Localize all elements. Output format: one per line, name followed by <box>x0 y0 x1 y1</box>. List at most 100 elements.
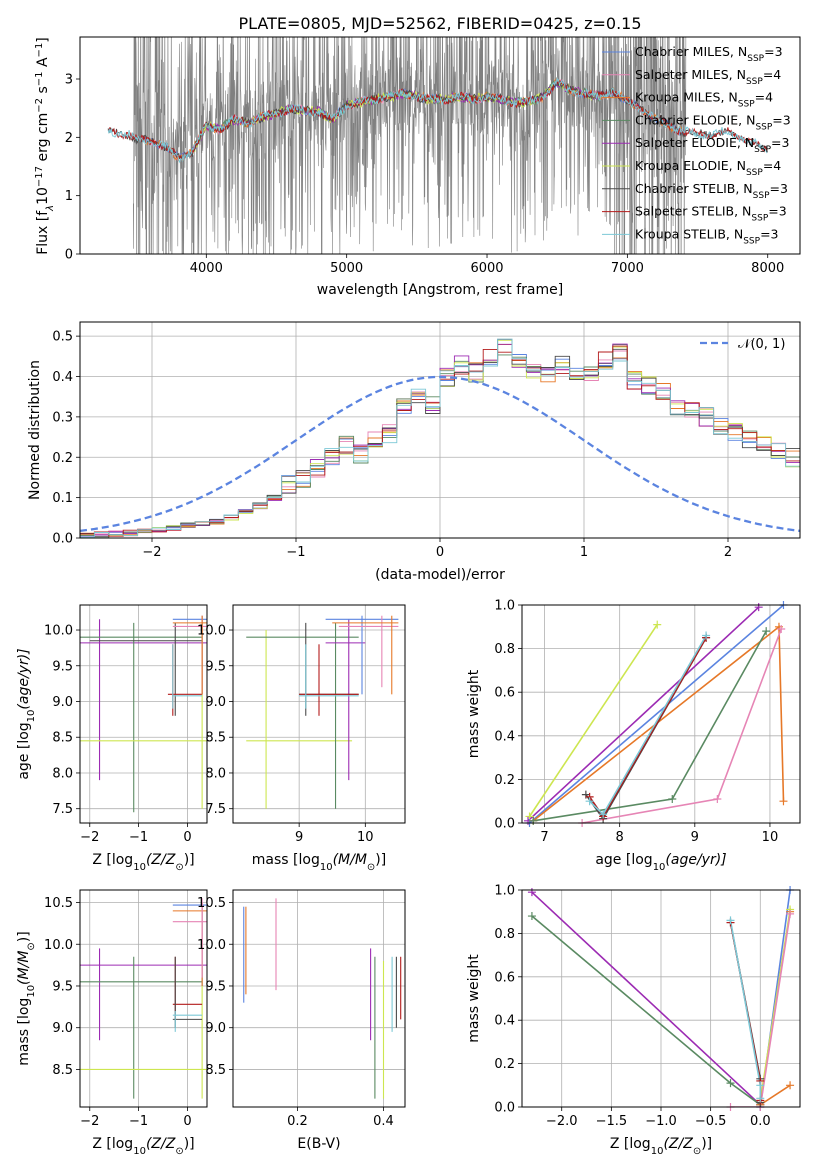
x-axis-label: Z [log10(Z/Z⊙)] <box>92 852 194 873</box>
y-tick-label: 0.6 <box>494 970 515 985</box>
plot-area <box>107 37 768 254</box>
histogram-salpeter_miles <box>80 339 800 537</box>
y-tick-label: 9.0 <box>205 1021 226 1036</box>
plot-area <box>80 338 800 538</box>
y-tick-label: 0.6 <box>494 686 515 701</box>
marker-kroupa_stelib <box>756 1081 765 1090</box>
y-axis-label: mass [log10(M/M⊙)] <box>16 931 37 1065</box>
x-tick-label: 0 <box>183 830 191 845</box>
marker-kroupa_miles <box>786 1081 795 1090</box>
x-tick-label: 10 <box>762 830 779 845</box>
panel-age_vs_Z: −2 −1 0 7.5 8.0 8.5 9.0 9.5 10.0 Z [log10(Z/Z⊙)] a… <box>16 604 208 873</box>
marker-kroupa_stelib <box>726 916 735 925</box>
panel-age_vs_mass: 9 10 7.5 8.0 8.5 9.0 9.5 10.0 mass [log10(M/M⊙)] <box>197 604 406 873</box>
legend-label: Chabrier MILES, NSSP=3 <box>635 44 783 64</box>
marker-kroupa_miles <box>779 797 788 806</box>
x-tick-label: −0.5 <box>695 1114 727 1129</box>
panel-massweight_vs_Z: −2.0 −1.5 −1.0 −0.5 0.0 0.0 0.2 0.4 0.6 0.8 1.0 Z [… <box>466 884 801 1157</box>
marker-salpeter_miles <box>786 909 795 918</box>
marker-chabrier_elodie <box>668 795 677 804</box>
y-tick-label: 8.5 <box>52 1063 73 1078</box>
y-tick-label: 0.4 <box>494 1014 515 1029</box>
y-tick-label: 9.0 <box>52 695 73 710</box>
x-tick-label: 0.4 <box>373 1114 394 1129</box>
y-axis-label: Normed distribution <box>27 360 43 500</box>
x-tick-label: 10 <box>357 830 374 845</box>
y-tick-label: 8.5 <box>205 1063 226 1078</box>
x-tick-label: 9 <box>691 830 699 845</box>
plot-area <box>80 615 207 813</box>
marker-kroupa_stelib <box>599 810 608 819</box>
spectrum-legend: Chabrier MILES, NSSP=3 Salpeter MILES, NS… <box>602 44 791 246</box>
gaussian-curve <box>80 375 800 533</box>
axes-frame <box>232 889 406 1108</box>
y-axis-label: mass weight <box>466 954 482 1043</box>
x-axis-label: age [log10(age/yr)] <box>595 852 726 873</box>
x-tick-label: −1 <box>286 545 305 560</box>
mass-weight-line-kroupa_stelib <box>729 920 762 1099</box>
axes-frame <box>521 604 801 824</box>
marker-kroupa_stelib <box>585 797 594 806</box>
plot-area <box>80 898 207 1099</box>
y-tick-label: 3 <box>65 73 73 88</box>
axes-frame <box>79 604 208 824</box>
y-tick-label: 0.2 <box>52 451 73 466</box>
panel-spectrum: 4000 5000 6000 7000 8000 0 1 2 3 wavelength [Angs… <box>34 36 801 298</box>
x-tick-label: 4000 <box>190 261 223 276</box>
model-spectrum-salpeter_stelib <box>107 80 768 161</box>
model-spectrum-kroupa_stelib <box>107 77 768 164</box>
x-axis-label: mass [log10(M/M⊙)] <box>252 852 386 873</box>
y-tick-label: 0.8 <box>494 642 515 657</box>
marker-salpeter_miles <box>777 624 786 633</box>
axes-frame <box>79 321 801 539</box>
residual-legend: 𝒩(0, 1) <box>700 337 785 352</box>
y-axis-label: Flux [fλ10−17 erg cm−2 s−1 A−1] <box>34 37 56 255</box>
x-tick-label: −2 <box>80 1114 99 1129</box>
y-tick-label: 0.4 <box>494 729 515 744</box>
y-axis-label: age [log10(age/yr)] <box>16 648 37 779</box>
x-tick-label: 5000 <box>330 261 363 276</box>
legend-label: Salpeter ELODIE, NSSP=3 <box>635 135 789 155</box>
y-tick-label: 0.4 <box>52 370 73 385</box>
y-tick-label: 0.0 <box>494 817 515 832</box>
y-tick-label: 0.3 <box>52 410 73 425</box>
x-tick-label: 2 <box>724 545 732 560</box>
y-tick-label: 1 <box>65 189 73 204</box>
y-tick-label: 9.0 <box>205 695 226 710</box>
axes-frame <box>521 889 801 1108</box>
y-tick-label: 0.2 <box>494 1057 515 1072</box>
mass-weight-line-kroupa_stelib <box>589 635 707 816</box>
x-tick-label: 0.0 <box>750 1114 771 1129</box>
histogram-kroupa_stelib <box>80 338 800 538</box>
x-tick-label: −1.0 <box>645 1114 677 1129</box>
y-tick-label: 10.0 <box>44 624 73 639</box>
x-axis-label: (data-model)/error <box>375 567 505 583</box>
x-tick-label: 6000 <box>470 261 503 276</box>
x-axis-label: Z [log10(Z/Z⊙)] <box>92 1136 194 1157</box>
legend-label: Chabrier ELODIE, NSSP=3 <box>635 112 791 132</box>
y-tick-label: 8.5 <box>52 731 73 746</box>
y-tick-label: 9.5 <box>52 979 73 994</box>
y-tick-label: 9.5 <box>205 659 226 674</box>
y-tick-label: 7.5 <box>205 802 226 817</box>
x-axis-label: E(B-V) <box>297 1136 340 1152</box>
x-tick-label: −2 <box>142 545 161 560</box>
y-tick-label: 8.0 <box>205 766 226 781</box>
y-tick-label: 0.2 <box>494 773 515 788</box>
x-axis-label: Z [log10(Z/Z⊙)] <box>610 1136 712 1157</box>
x-tick-label: 8000 <box>751 261 784 276</box>
observed-spectrum <box>133 37 687 254</box>
y-tick-label: 10.0 <box>197 624 226 639</box>
x-tick-label: 8 <box>616 830 624 845</box>
y-tick-label: 10.5 <box>197 896 226 911</box>
y-tick-label: 8.5 <box>205 731 226 746</box>
legend-label: Kroupa MILES, NSSP=4 <box>635 90 773 110</box>
y-tick-label: 0.0 <box>494 1101 515 1116</box>
legend-label: 𝒩(0, 1) <box>738 337 785 352</box>
legend-label: Kroupa STELIB, NSSP=3 <box>635 226 779 246</box>
mass-weight-line-chabrier_miles <box>528 605 785 823</box>
y-tick-label: 7.5 <box>52 802 73 817</box>
y-tick-label: 2 <box>65 131 73 146</box>
mass-weight-line-chabrier_stelib <box>585 637 707 821</box>
mass-weight-line-salpeter_elodie <box>531 891 761 1106</box>
